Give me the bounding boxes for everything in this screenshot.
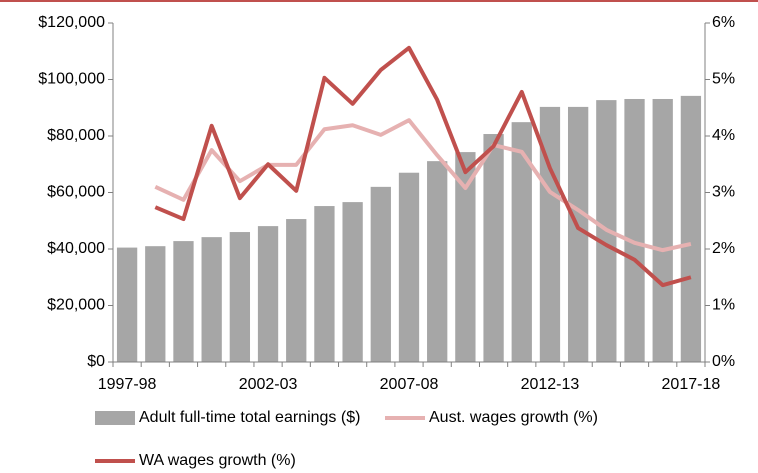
- bar: [427, 161, 448, 362]
- x-tick-label: 2012-13: [521, 376, 580, 393]
- y2-tick-label: 2%: [712, 240, 735, 257]
- y-tick-label: $40,000: [47, 240, 105, 257]
- y-tick-label: $80,000: [47, 127, 105, 144]
- x-tick-label: 2002-03: [239, 376, 298, 393]
- x-tick-label: 1997-98: [98, 376, 157, 393]
- y2-tick-label: 0%: [712, 353, 735, 370]
- y-tick-label: $100,000: [38, 71, 105, 88]
- bar: [370, 186, 391, 362]
- y2-tick-label: 3%: [712, 184, 735, 201]
- bar: [342, 202, 363, 362]
- bar: [511, 122, 532, 362]
- legend-swatch: [95, 411, 135, 425]
- bar: [314, 206, 335, 362]
- bar: [483, 134, 504, 362]
- x-tick-label: 2017-18: [662, 376, 721, 393]
- y2-tick-label: 1%: [712, 297, 735, 314]
- top-rule: [0, 0, 758, 2]
- bar: [286, 219, 307, 362]
- y-tick-label: $20,000: [47, 297, 105, 314]
- line: [154, 45, 692, 288]
- y2-tick-label: 4%: [712, 127, 735, 144]
- bar: [624, 98, 645, 363]
- bar: [229, 232, 251, 362]
- bar: [652, 98, 673, 363]
- bar: [398, 172, 420, 362]
- legend-label: Aust. wages growth (%): [429, 409, 598, 426]
- bar: [116, 247, 138, 362]
- bar: [539, 106, 561, 362]
- bar: [173, 241, 194, 362]
- y2-tick-label: 6%: [712, 14, 735, 31]
- line: [154, 118, 692, 253]
- bar: [567, 106, 589, 362]
- bar: [201, 237, 222, 362]
- y-tick-label: $0: [87, 353, 105, 370]
- bar: [455, 152, 476, 362]
- legend-label: WA wages growth (%): [139, 452, 296, 469]
- bar: [680, 95, 702, 362]
- bar: [257, 226, 279, 362]
- y-tick-label: $60,000: [47, 184, 105, 201]
- x-tick-label: 2007-08: [380, 376, 439, 393]
- bar: [145, 246, 166, 362]
- y-tick-label: $120,000: [38, 14, 105, 31]
- y2-tick-label: 5%: [712, 71, 735, 88]
- legend-label: Adult full-time total earnings ($): [139, 409, 360, 426]
